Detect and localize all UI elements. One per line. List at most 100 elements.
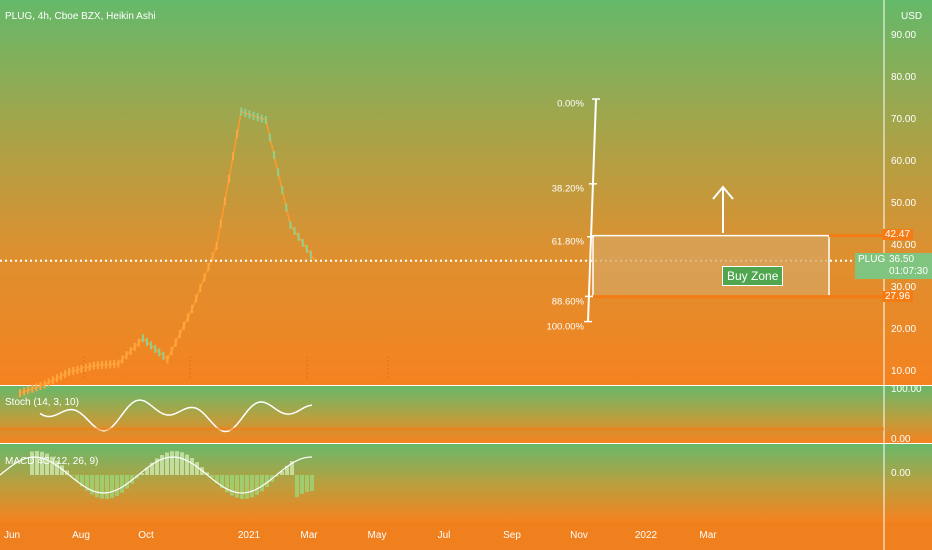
candle <box>203 273 206 282</box>
macd-bar <box>120 475 124 493</box>
candle <box>232 152 235 161</box>
x-tick-label: Nov <box>570 530 588 541</box>
candle <box>215 242 218 250</box>
macd-bar <box>250 475 254 498</box>
candle <box>59 372 62 381</box>
pane-divider[interactable] <box>0 385 932 386</box>
stoch-pane[interactable] <box>0 386 932 443</box>
candle <box>27 386 30 395</box>
candle <box>281 186 284 194</box>
buy-zone-lower-tag: 27.96 <box>882 291 914 302</box>
candle <box>297 232 300 241</box>
candle <box>264 116 267 124</box>
macd-bar <box>30 451 34 475</box>
candle <box>72 366 75 375</box>
fib-trend-line <box>587 98 597 322</box>
candle <box>92 361 95 370</box>
fib-level-label: 38.20% <box>551 183 584 195</box>
candle <box>219 219 222 228</box>
candle <box>211 252 214 261</box>
fib-level-label: 0.00% <box>557 98 584 110</box>
candle <box>289 221 292 229</box>
macd-bar <box>125 475 129 489</box>
pane-divider[interactable] <box>0 443 932 444</box>
price-series <box>19 107 316 397</box>
stoch-lines <box>0 399 884 433</box>
macd-bar <box>105 475 109 499</box>
candle <box>100 361 103 369</box>
bar-countdown: 01:07:30 <box>889 266 928 277</box>
macd-bar <box>205 472 209 475</box>
candle <box>260 114 263 123</box>
candle <box>191 305 194 313</box>
macd-bar <box>60 465 64 475</box>
x-tick-label: 2021 <box>237 530 261 541</box>
macd-line <box>0 456 313 494</box>
candle <box>39 382 42 390</box>
candle <box>305 244 308 253</box>
candle <box>248 110 251 119</box>
candle <box>154 344 157 353</box>
macd-bar <box>310 475 314 492</box>
macd-bar <box>265 475 269 487</box>
stoch-tick-label: 100.00 <box>891 384 922 395</box>
price-pane[interactable] <box>0 0 932 385</box>
x-tick-label: Jun <box>3 530 21 541</box>
candle <box>146 337 149 346</box>
candle <box>150 341 153 350</box>
y-tick-label: 70.00 <box>891 114 917 125</box>
y-tick-label: 10.00 <box>891 366 917 377</box>
macd-bar <box>35 451 39 475</box>
macd-bar <box>295 475 299 498</box>
macd-bar <box>155 458 159 475</box>
buy-zone-upper-tag: 42.47 <box>882 229 914 240</box>
macd-pane[interactable] <box>0 444 932 522</box>
macd-bar <box>70 475 74 476</box>
candle <box>76 365 79 374</box>
macd-bar <box>285 465 289 475</box>
macd-title[interactable]: MACD 4C (12, 26, 9) <box>5 456 99 467</box>
candle <box>244 109 247 117</box>
candle <box>88 362 91 371</box>
x-tick-label: Oct <box>138 530 154 541</box>
macd-bar <box>140 473 144 475</box>
candle <box>240 107 243 116</box>
candle <box>133 342 136 351</box>
macd-bar <box>165 452 169 475</box>
candle <box>23 387 26 396</box>
stoch-title[interactable]: Stoch (14, 3, 10) <box>5 397 79 408</box>
y-tick-label: 40.00 <box>891 240 917 251</box>
y-tick-label: 20.00 <box>891 324 917 335</box>
candle <box>207 263 210 271</box>
candle <box>80 364 83 373</box>
candle <box>125 351 128 360</box>
macd-bar <box>175 451 179 475</box>
x-tick-label: Sep <box>503 530 521 541</box>
stoch-k-line <box>39 399 313 433</box>
y-tick-label: 80.00 <box>891 72 917 83</box>
candle <box>178 330 181 339</box>
x-tick-label: 2022 <box>634 530 658 541</box>
up-arrow-icon <box>712 185 734 233</box>
candle <box>68 368 71 376</box>
candle <box>96 361 99 370</box>
candle <box>182 321 185 330</box>
macd-bar <box>185 454 189 475</box>
macd-bar <box>90 475 94 495</box>
price-line <box>19 110 316 394</box>
y-tick-label: 50.00 <box>891 198 917 209</box>
x-tick-label: Aug <box>72 530 90 541</box>
candle <box>51 376 54 385</box>
buy-zone-rect[interactable] <box>592 234 884 299</box>
macd-bar <box>100 475 104 499</box>
stoch-tick-label: 0.00 <box>891 434 911 445</box>
macd-bar <box>220 475 224 489</box>
macd-bar <box>280 471 284 475</box>
macd-bar <box>40 451 44 475</box>
current-price-tag: PLUG 36.50 01:07:30 <box>855 253 932 279</box>
x-tick-label: May <box>367 530 387 541</box>
time-axis[interactable] <box>0 522 932 550</box>
candle <box>129 347 132 355</box>
macd-bar <box>195 462 199 475</box>
buy-zone-label[interactable]: Buy Zone <box>722 266 784 286</box>
